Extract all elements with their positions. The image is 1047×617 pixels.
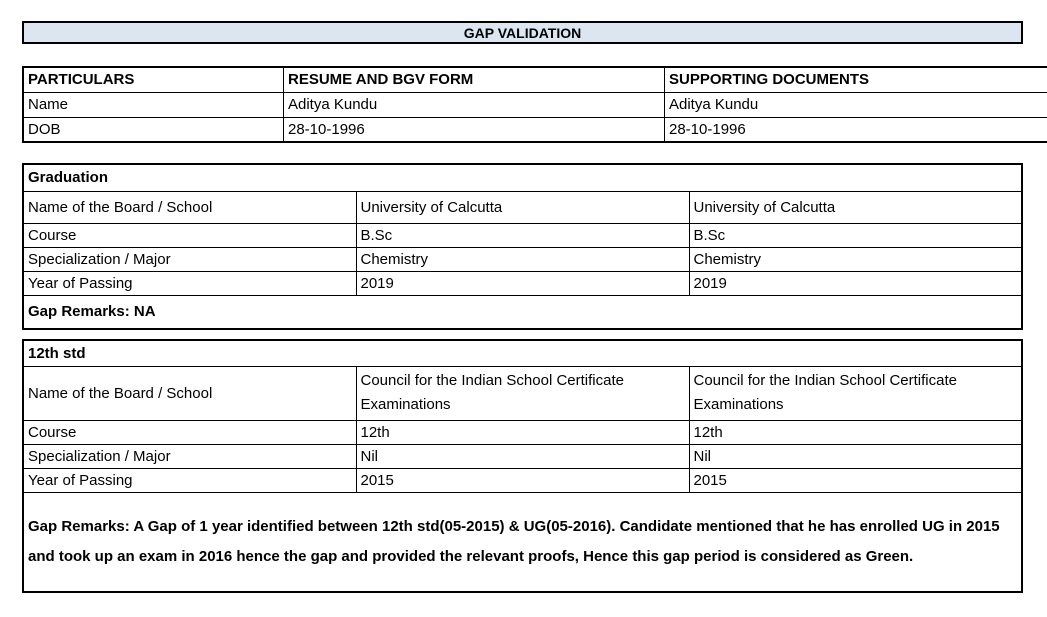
row-label: Name of the Board / School [22, 365, 357, 421]
cell-supporting-year: 2019 [688, 270, 1023, 296]
table-row-course: Course B.Sc B.Sc [22, 222, 1023, 248]
cell-resume-year: 2015 [355, 467, 690, 493]
cell-resume-board: Council for the Indian School Certificat… [355, 365, 690, 421]
twelfth-std-table: 12th std Name of the Board / School Coun… [22, 339, 1023, 593]
section-title-graduation: Graduation [22, 163, 1023, 192]
row-label: Name of the Board / School [22, 190, 357, 224]
gap-remarks-row: Gap Remarks: NA [22, 294, 1023, 329]
column-header-resume-bgv: RESUME AND BGV FORM [283, 66, 665, 93]
cell-supporting-board: University of Calcutta [688, 190, 1023, 224]
cell-resume-specialization: Chemistry [355, 246, 690, 272]
row-label: Name [22, 91, 284, 118]
cell-resume-year: 2019 [355, 270, 690, 296]
section-header-row: 12th std [22, 339, 1023, 367]
graduation-table: Graduation Name of the Board / School Un… [22, 163, 1023, 330]
cell-resume-course: B.Sc [355, 222, 690, 248]
cell-resume-board: University of Calcutta [355, 190, 690, 224]
table-row-specialization: Specialization / Major Nil Nil [22, 443, 1023, 469]
table-row-specialization: Specialization / Major Chemistry Chemist… [22, 246, 1023, 272]
section-header-row: Graduation [22, 163, 1023, 192]
section-title-12th-std: 12th std [22, 339, 1023, 367]
row-label: Course [22, 222, 357, 248]
table-row-board-school: Name of the Board / School Council for t… [22, 365, 1023, 421]
row-label: Year of Passing [22, 270, 357, 296]
table-header-row: PARTICULARS RESUME AND BGV FORM SUPPORTI… [22, 66, 1047, 93]
column-header-supporting-docs: SUPPORTING DOCUMENTS [664, 66, 1047, 93]
cell-supporting-course: 12th [688, 419, 1023, 445]
cell-supporting-year: 2015 [688, 467, 1023, 493]
table-row-course: Course 12th 12th [22, 419, 1023, 445]
row-label: Specialization / Major [22, 246, 357, 272]
cell-resume-specialization: Nil [355, 443, 690, 469]
cell-resume-course: 12th [355, 419, 690, 445]
row-label: Course [22, 419, 357, 445]
cell-supporting-board: Council for the Indian School Certificat… [688, 365, 1023, 421]
table-row-board-school: Name of the Board / School University of… [22, 190, 1023, 224]
table-row-year-of-passing: Year of Passing 2015 2015 [22, 467, 1023, 493]
page-title: GAP VALIDATION [22, 21, 1023, 44]
cell-supporting-name: Aditya Kundu [664, 91, 1047, 118]
gap-remarks-row: Gap Remarks: A Gap of 1 year identified … [22, 491, 1023, 593]
cell-supporting-specialization: Chemistry [688, 246, 1023, 272]
cell-resume-name: Aditya Kundu [283, 91, 665, 118]
column-header-particulars: PARTICULARS [22, 66, 284, 93]
cell-resume-dob: 28-10-1996 [283, 116, 665, 143]
cell-supporting-course: B.Sc [688, 222, 1023, 248]
table-row-name: Name Aditya Kundu Aditya Kundu [22, 91, 1047, 118]
table-row-dob: DOB 28-10-1996 28-10-1996 [22, 116, 1047, 143]
row-label: Year of Passing [22, 467, 357, 493]
gap-remarks-graduation: Gap Remarks: NA [22, 294, 1023, 329]
row-label: Specialization / Major [22, 443, 357, 469]
cell-supporting-dob: 28-10-1996 [664, 116, 1047, 143]
particulars-table: PARTICULARS RESUME AND BGV FORM SUPPORTI… [22, 66, 1047, 143]
row-label: DOB [22, 116, 284, 143]
gap-remarks-12th-std: Gap Remarks: A Gap of 1 year identified … [22, 491, 1023, 593]
table-row-year-of-passing: Year of Passing 2019 2019 [22, 270, 1023, 296]
cell-supporting-specialization: Nil [688, 443, 1023, 469]
